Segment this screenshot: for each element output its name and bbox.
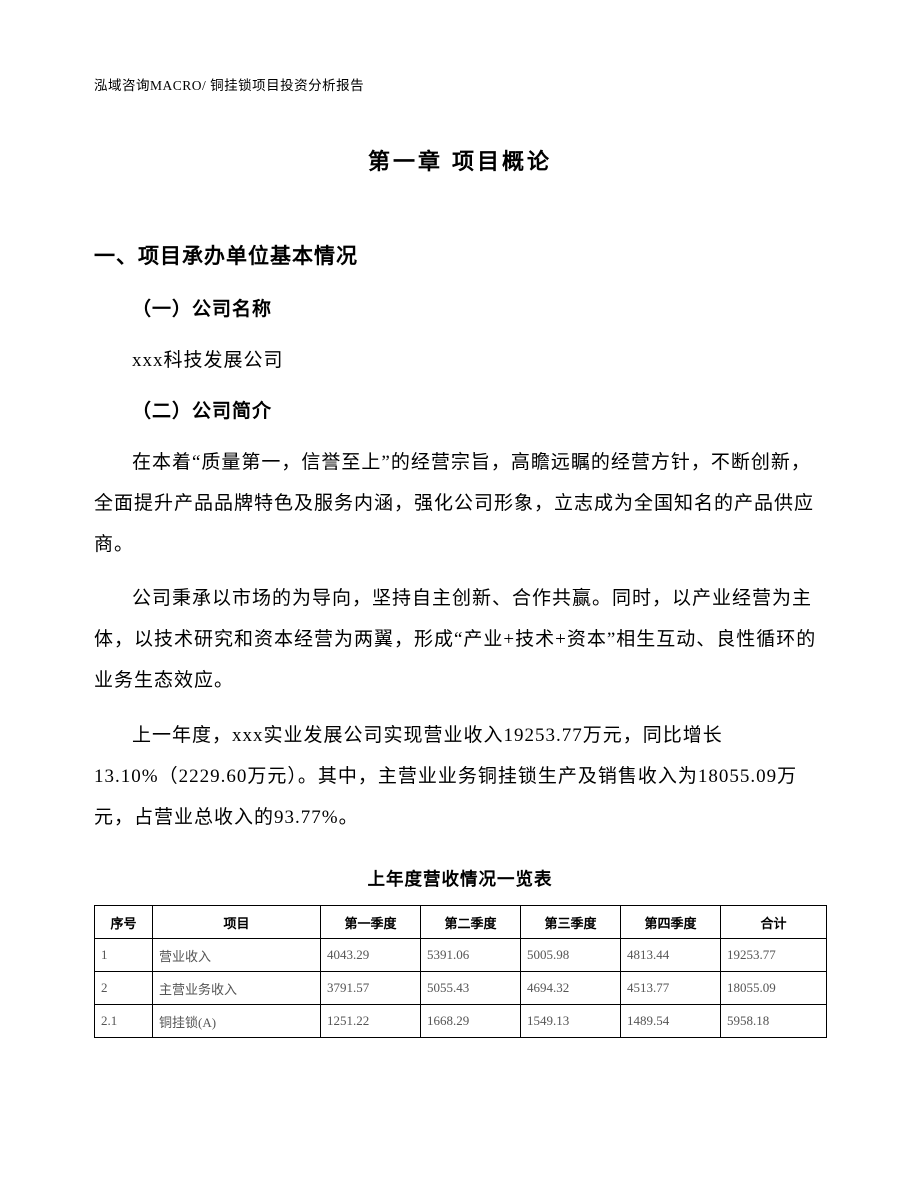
cell-q2: 1668.29 xyxy=(421,1005,521,1038)
table-body: 1 营业收入 4043.29 5391.06 5005.98 4813.44 1… xyxy=(95,939,827,1038)
cell-total: 19253.77 xyxy=(721,939,827,972)
revenue-table: 序号 项目 第一季度 第二季度 第三季度 第四季度 合计 1 营业收入 4043… xyxy=(94,905,827,1038)
cell-item: 主营业务收入 xyxy=(153,972,321,1005)
table-row: 2.1 铜挂锁(A) 1251.22 1668.29 1549.13 1489.… xyxy=(95,1005,827,1038)
cell-q2: 5055.43 xyxy=(421,972,521,1005)
cell-item: 铜挂锁(A) xyxy=(153,1005,321,1038)
paragraph-1: 在本着“质量第一，信誉至上”的经营宗旨，高瞻远瞩的经营方针，不断创新，全面提升产… xyxy=(94,443,826,566)
cell-q3: 4694.32 xyxy=(521,972,621,1005)
cell-q4: 4813.44 xyxy=(621,939,721,972)
paragraph-2: 公司秉承以市场的为导向，坚持自主创新、合作共赢。同时，以产业经营为主体，以技术研… xyxy=(94,579,826,702)
cell-q1: 4043.29 xyxy=(321,939,421,972)
cell-total: 5958.18 xyxy=(721,1005,827,1038)
subsection-company-profile-heading: （二）公司简介 xyxy=(94,396,826,423)
cell-index: 2 xyxy=(95,972,153,1005)
cell-q3: 1549.13 xyxy=(521,1005,621,1038)
th-q4: 第四季度 xyxy=(621,906,721,939)
company-name: xxx科技发展公司 xyxy=(94,341,826,382)
th-q1: 第一季度 xyxy=(321,906,421,939)
table-head: 序号 项目 第一季度 第二季度 第三季度 第四季度 合计 xyxy=(95,906,827,939)
th-index: 序号 xyxy=(95,906,153,939)
th-q2: 第二季度 xyxy=(421,906,521,939)
cell-total: 18055.09 xyxy=(721,972,827,1005)
table-header-row: 序号 项目 第一季度 第二季度 第三季度 第四季度 合计 xyxy=(95,906,827,939)
page: 泓域咨询MACRO/ 铜挂锁项目投资分析报告 第一章 项目概论 一、项目承办单位… xyxy=(0,0,920,1191)
cell-item: 营业收入 xyxy=(153,939,321,972)
cell-index: 1 xyxy=(95,939,153,972)
section-heading-1: 一、项目承办单位基本情况 xyxy=(94,240,826,270)
subsection-company-name-heading: （一）公司名称 xyxy=(94,294,826,321)
cell-index: 2.1 xyxy=(95,1005,153,1038)
th-q3: 第三季度 xyxy=(521,906,621,939)
table-caption: 上年度营收情况一览表 xyxy=(94,866,826,891)
cell-q4: 1489.54 xyxy=(621,1005,721,1038)
paragraph-3: 上一年度，xxx实业发展公司实现营业收入19253.77万元，同比增长13.10… xyxy=(94,716,826,839)
cell-q2: 5391.06 xyxy=(421,939,521,972)
th-item: 项目 xyxy=(153,906,321,939)
table-row: 2 主营业务收入 3791.57 5055.43 4694.32 4513.77… xyxy=(95,972,827,1005)
th-total: 合计 xyxy=(721,906,827,939)
cell-q1: 1251.22 xyxy=(321,1005,421,1038)
chapter-title: 第一章 项目概论 xyxy=(94,144,826,176)
cell-q1: 3791.57 xyxy=(321,972,421,1005)
cell-q4: 4513.77 xyxy=(621,972,721,1005)
page-header: 泓域咨询MACRO/ 铜挂锁项目投资分析报告 xyxy=(94,74,826,94)
cell-q3: 5005.98 xyxy=(521,939,621,972)
table-row: 1 营业收入 4043.29 5391.06 5005.98 4813.44 1… xyxy=(95,939,827,972)
